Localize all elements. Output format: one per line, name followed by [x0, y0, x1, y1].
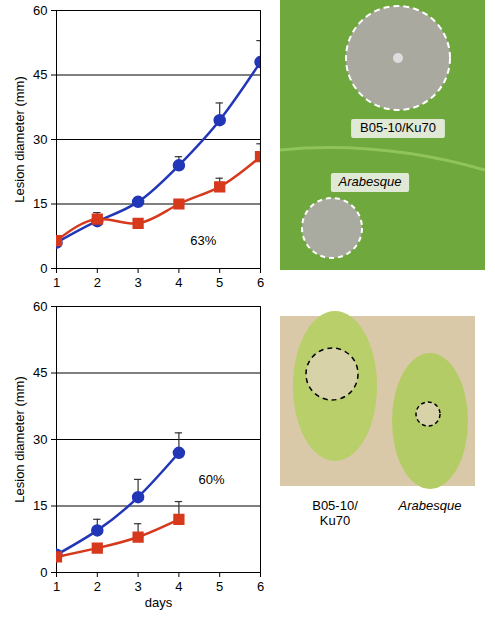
svg-text:4: 4 — [175, 275, 182, 290]
svg-text:2: 2 — [94, 275, 101, 290]
svg-text:3: 3 — [134, 579, 141, 594]
svg-text:6: 6 — [257, 275, 264, 290]
svg-text:1: 1 — [53, 579, 60, 594]
svg-text:5: 5 — [216, 579, 223, 594]
svg-text:Lesion diameter (mm): Lesion diameter (mm) — [12, 376, 27, 502]
svg-text:B05-10/Ku70: B05-10/Ku70 — [360, 120, 436, 135]
svg-text:15: 15 — [33, 498, 47, 513]
svg-text:0: 0 — [40, 565, 47, 580]
svg-text:0: 0 — [40, 261, 47, 276]
svg-text:B05-10/: B05-10/ — [312, 498, 358, 513]
svg-text:15: 15 — [33, 196, 47, 211]
svg-text:Ku70: Ku70 — [320, 513, 350, 528]
svg-text:60%: 60% — [199, 472, 225, 487]
svg-text:30: 30 — [33, 132, 47, 147]
svg-text:4: 4 — [175, 579, 182, 594]
svg-text:63%: 63% — [190, 233, 216, 248]
svg-text:3: 3 — [134, 275, 141, 290]
svg-text:2: 2 — [94, 579, 101, 594]
svg-text:Lesion diameter (mm): Lesion diameter (mm) — [12, 76, 27, 202]
svg-text:60: 60 — [33, 299, 47, 314]
svg-text:5: 5 — [216, 275, 223, 290]
svg-text:Arabesque: Arabesque — [338, 174, 402, 189]
svg-text:6: 6 — [257, 579, 264, 594]
svg-text:45: 45 — [33, 67, 47, 82]
svg-text:60: 60 — [33, 3, 47, 18]
svg-text:days: days — [145, 595, 173, 610]
svg-text:Arabesque: Arabesque — [398, 498, 462, 513]
svg-text:30: 30 — [33, 432, 47, 447]
svg-text:45: 45 — [33, 365, 47, 380]
svg-text:1: 1 — [53, 275, 60, 290]
